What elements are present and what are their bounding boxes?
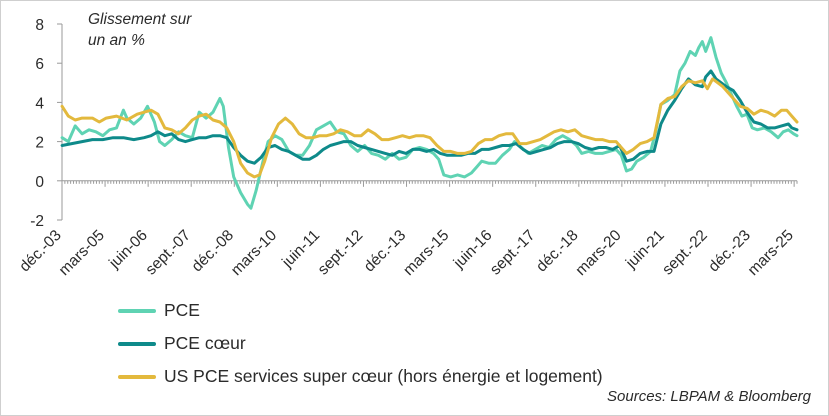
x-tick-label: sept.-22	[659, 227, 711, 279]
x-tick-label: sept.-12	[315, 227, 367, 279]
y-tick-label: 6	[35, 56, 44, 73]
y-axis-title-line-2: un an %	[88, 32, 145, 49]
legend-label-pce: PCE	[164, 300, 200, 320]
legend-swatch-pce	[118, 308, 156, 313]
legend-label-super-core: US PCE services super cœur (hors énergie…	[164, 366, 603, 386]
series-line-pce	[60, 36, 799, 210]
y-tick-label: -2	[30, 213, 44, 230]
legend-swatch-pce-coeur	[118, 341, 156, 346]
legend-item-pce-coeur: PCE cœur	[118, 327, 603, 360]
x-tick-label: mars-15	[400, 227, 452, 279]
legend-item-super-core: US PCE services super cœur (hors énergie…	[118, 360, 603, 393]
x-tick-label: sept.-17	[487, 227, 539, 279]
x-tick-label: mars-05	[56, 227, 108, 279]
y-tick-label: 8	[35, 17, 44, 34]
x-tick-label: sept.-07	[142, 227, 194, 279]
legend-item-pce: PCE	[118, 294, 603, 327]
series-line-pce-coeur	[60, 69, 799, 165]
y-axis-title-line-1: Glissement sur	[88, 11, 192, 28]
y-tick-label: 0	[35, 174, 44, 191]
source-note: Sources: LBPAM & Bloomberg	[607, 388, 811, 405]
x-tick-label: mars-25	[745, 227, 797, 279]
legend: PCE PCE cœur US PCE services super cœur …	[118, 294, 603, 393]
legend-swatch-super-core	[118, 374, 156, 379]
y-tick-label: 4	[35, 95, 44, 112]
x-tick-label: mars-10	[228, 227, 280, 279]
series-line-super-core	[60, 77, 799, 179]
series-layer	[60, 36, 799, 210]
x-tick-label: mars-20	[572, 227, 624, 279]
axis-layer: -202468déc.-03mars-05juin-06sept.-07déc.…	[16, 17, 798, 279]
y-tick-label: 2	[35, 135, 44, 152]
legend-label-pce-coeur: PCE cœur	[164, 333, 246, 353]
